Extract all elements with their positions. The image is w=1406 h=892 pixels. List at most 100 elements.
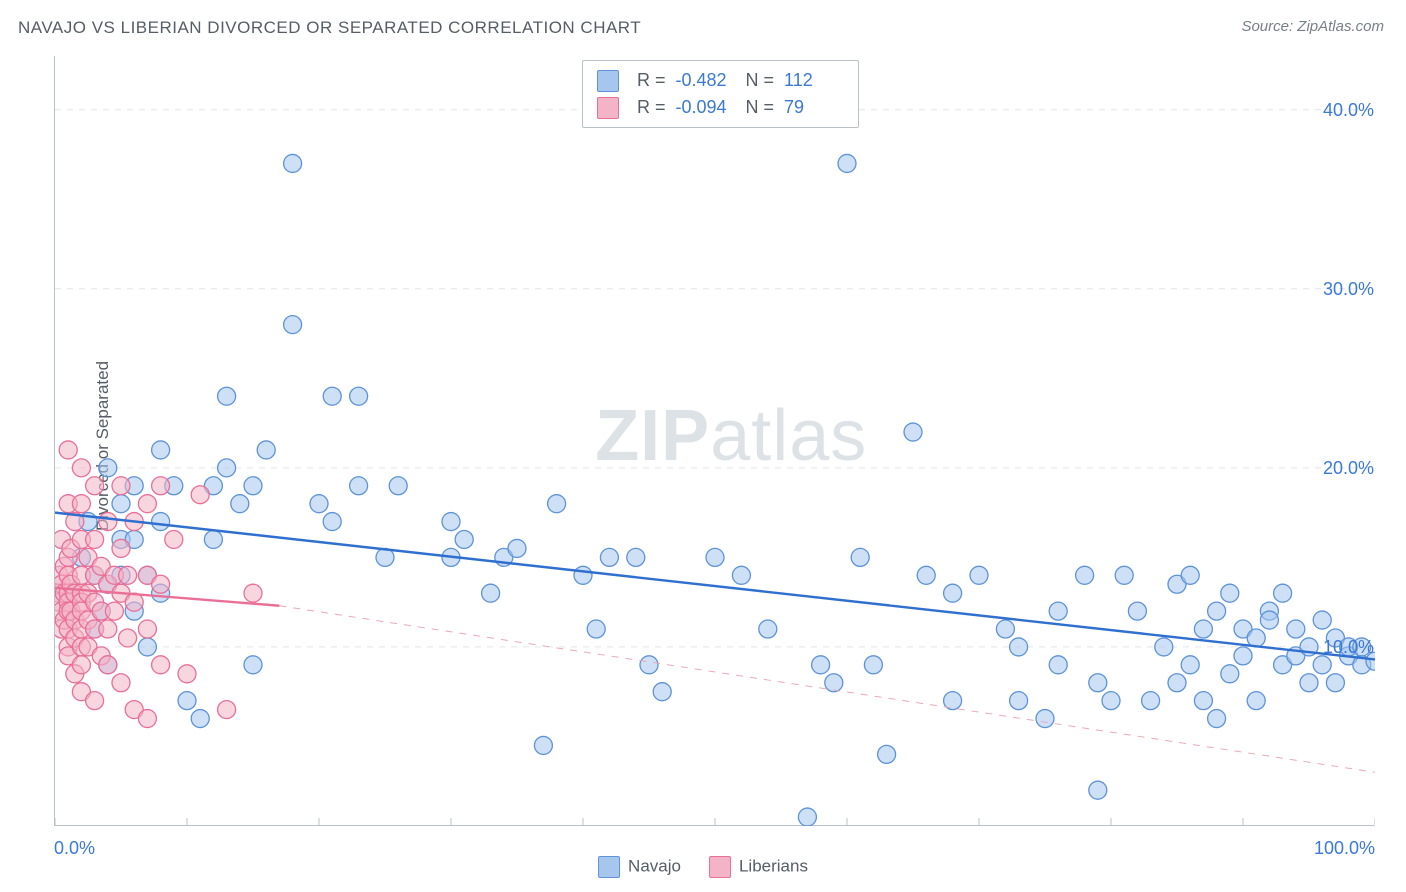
y-axis-tick-label: 10.0% — [1314, 637, 1374, 658]
navajo-point — [944, 584, 962, 602]
series-legend: NavajoLiberians — [598, 856, 808, 878]
y-axis-tick-label: 20.0% — [1314, 458, 1374, 479]
navajo-point — [389, 477, 407, 495]
navajo-point — [878, 745, 896, 763]
liberian-point — [138, 710, 156, 728]
liberian-swatch-icon — [597, 97, 619, 119]
navajo-point — [1287, 620, 1305, 638]
navajo-point — [218, 387, 236, 405]
liberian-point — [59, 441, 77, 459]
navajo-point — [1010, 638, 1028, 656]
liberian-point — [152, 477, 170, 495]
navajo-point — [1234, 647, 1252, 665]
navajo-point — [1326, 674, 1344, 692]
stats-legend-row: R =-0.094N =79 — [597, 94, 844, 121]
liberian-point — [178, 665, 196, 683]
navajo-point — [706, 548, 724, 566]
navajo-point — [152, 441, 170, 459]
navajo-point — [904, 423, 922, 441]
liberian-point — [86, 692, 104, 710]
plot-area — [54, 56, 1374, 826]
liberian-point — [86, 530, 104, 548]
navajo-point — [1313, 656, 1331, 674]
legend-label: Navajo — [628, 856, 681, 875]
navajo-point — [257, 441, 275, 459]
stats-legend: R = -0.482 N = 112R =-0.094N =79 — [582, 60, 859, 128]
liberian-point — [72, 459, 90, 477]
scatter-svg — [55, 56, 1375, 826]
navajo-point — [1049, 656, 1067, 674]
navajo-point — [917, 566, 935, 584]
liberian-point — [112, 674, 130, 692]
navajo-point — [759, 620, 777, 638]
navajo-point — [1089, 781, 1107, 799]
y-axis-tick-label: 40.0% — [1314, 100, 1374, 121]
navajo-point — [178, 692, 196, 710]
liberian-point — [72, 656, 90, 674]
navajo-point — [112, 495, 130, 513]
navajo-point — [191, 710, 209, 728]
navajo-point — [1208, 710, 1226, 728]
navajo-point — [600, 548, 618, 566]
navajo-point — [482, 584, 500, 602]
navajo-point — [1115, 566, 1133, 584]
liberian-point — [138, 495, 156, 513]
liberian-point — [99, 513, 117, 531]
navajo-point — [204, 530, 222, 548]
liberian-point — [119, 629, 137, 647]
x-axis-tick-label: 0.0% — [54, 838, 95, 859]
liberian-point — [112, 539, 130, 557]
liberian-point — [191, 486, 209, 504]
navajo-point — [1221, 584, 1239, 602]
navajo-point — [812, 656, 830, 674]
navajo-swatch-icon — [598, 856, 620, 878]
navajo-point — [323, 387, 341, 405]
liberian-point — [105, 602, 123, 620]
navajo-point — [1010, 692, 1028, 710]
navajo-point — [825, 674, 843, 692]
navajo-point — [323, 513, 341, 531]
liberian-swatch-icon — [709, 856, 731, 878]
navajo-point — [284, 316, 302, 334]
navajo-point — [1181, 566, 1199, 584]
navajo-point — [1194, 620, 1212, 638]
navajo-point — [231, 495, 249, 513]
navajo-point — [640, 656, 658, 674]
stats-n-label: N = — [746, 67, 775, 94]
liberian-point — [99, 656, 117, 674]
liberian-point — [112, 477, 130, 495]
stats-n-value: 112 — [784, 67, 844, 94]
navajo-point — [732, 566, 750, 584]
navajo-point — [1313, 611, 1331, 629]
navajo-point — [1208, 602, 1226, 620]
navajo-point — [1142, 692, 1160, 710]
liberian-point — [119, 566, 137, 584]
navajo-point — [244, 656, 262, 674]
navajo-point — [627, 548, 645, 566]
legend-item-navajo: Navajo — [598, 856, 681, 878]
navajo-point — [1076, 566, 1094, 584]
navajo-point — [1247, 692, 1265, 710]
navajo-point — [851, 548, 869, 566]
navajo-point — [442, 513, 460, 531]
stats-r-label: R = — [637, 94, 666, 121]
stats-r-value: -0.482 — [676, 67, 736, 94]
navajo-point — [1155, 638, 1173, 656]
x-axis-tick-label: 100.0% — [1314, 838, 1375, 859]
liberian-point — [99, 620, 117, 638]
stats-n-label: N = — [746, 94, 775, 121]
navajo-point — [534, 736, 552, 754]
navajo-point — [1036, 710, 1054, 728]
navajo-point — [1300, 674, 1318, 692]
navajo-point — [1181, 656, 1199, 674]
navajo-point — [508, 539, 526, 557]
navajo-point — [1089, 674, 1107, 692]
source-attribution: Source: ZipAtlas.com — [1241, 18, 1384, 35]
navajo-point — [1194, 692, 1212, 710]
liberian-point — [86, 477, 104, 495]
y-axis-tick-label: 30.0% — [1314, 279, 1374, 300]
navajo-point — [1221, 665, 1239, 683]
liberian-point — [152, 575, 170, 593]
navajo-point — [548, 495, 566, 513]
chart-title: NAVAJO VS LIBERIAN DIVORCED OR SEPARATED… — [18, 18, 641, 38]
